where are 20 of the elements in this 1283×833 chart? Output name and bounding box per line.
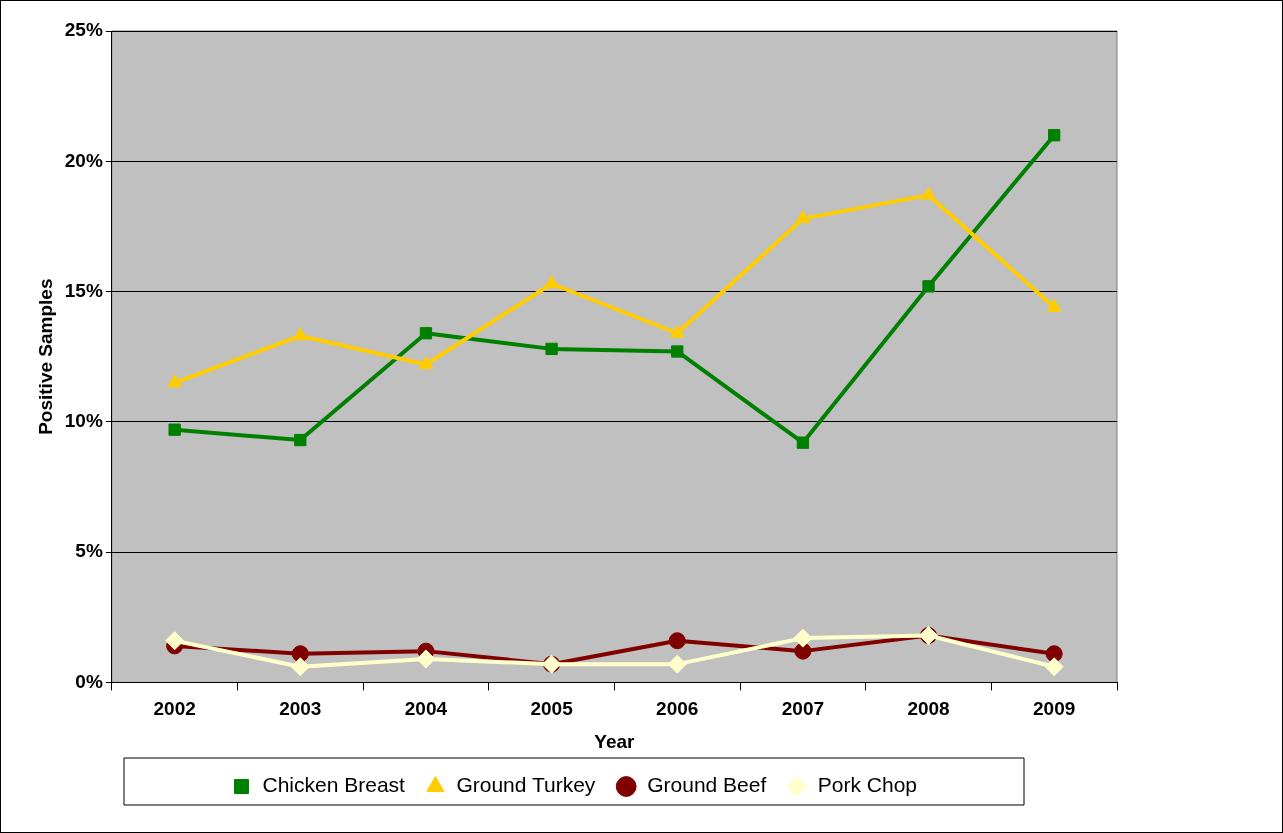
legend-label: Pork Chop [817, 773, 917, 797]
legend-label: Ground Turkey [456, 773, 596, 797]
x-tick-label: 2008 [907, 698, 950, 720]
y-tick-label: 5% [75, 540, 103, 562]
x-tick-label: 2005 [530, 698, 574, 720]
y-tick-label: 10% [64, 410, 103, 432]
legend-label: Chicken Breast [262, 773, 406, 797]
x-tick-label: 2004 [404, 698, 448, 720]
x-tick-label: 2007 [781, 698, 825, 720]
y-tick-label: 25% [64, 19, 103, 41]
y-tick-label: 0% [75, 670, 103, 692]
y-tick-label: 20% [64, 149, 103, 171]
x-tick-label: 2009 [1033, 698, 1076, 720]
legend-label: Ground Beef [647, 773, 767, 797]
x-axis-title: Year [594, 730, 636, 752]
y-tick-label: 15% [64, 279, 103, 301]
x-tick-label: 2002 [153, 698, 196, 720]
x-tick-label: 2006 [656, 698, 699, 720]
x-tick-label: 2003 [279, 698, 322, 720]
y-axis-title: Positive Samples [34, 278, 56, 435]
